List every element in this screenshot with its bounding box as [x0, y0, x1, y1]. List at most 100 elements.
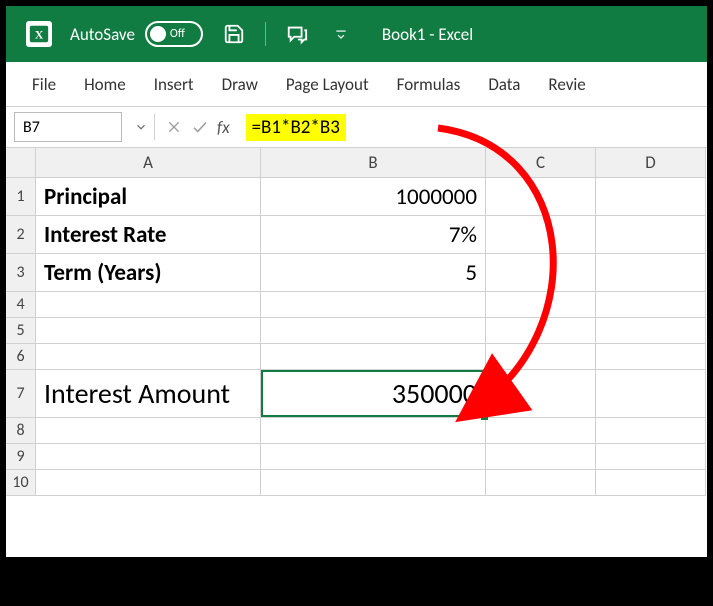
cell-A9[interactable] — [36, 444, 261, 470]
comments-icon[interactable] — [284, 21, 310, 47]
row-header[interactable]: 1 — [6, 178, 36, 216]
cell-C3[interactable] — [486, 254, 596, 292]
formula-bar[interactable]: =B1*B2*B3 — [238, 112, 707, 142]
cell-A8[interactable] — [36, 418, 261, 444]
cell-C4[interactable] — [486, 292, 596, 318]
formula-text: =B1*B2*B3 — [246, 114, 346, 141]
cell-C5[interactable] — [486, 318, 596, 344]
table-row: 6 — [6, 344, 707, 370]
select-all-corner[interactable] — [6, 148, 36, 178]
app-frame: X AutoSave Off Book1 - Excel File Home I… — [6, 6, 707, 557]
row-header[interactable]: 10 — [6, 470, 36, 496]
cell-A7[interactable]: Interest Amount — [36, 370, 261, 418]
cell-B3[interactable]: 5 — [261, 254, 486, 292]
tab-data[interactable]: Data — [488, 74, 520, 95]
table-row: 9 — [6, 444, 707, 470]
cell-D10[interactable] — [596, 470, 706, 496]
cell-D3[interactable] — [596, 254, 706, 292]
table-row: 3 Term (Years) 5 — [6, 254, 707, 292]
cell-A2[interactable]: Interest Rate — [36, 216, 261, 254]
document-title: Book1 - Excel — [382, 24, 473, 45]
cell-C7[interactable] — [486, 370, 596, 418]
svg-text:X: X — [35, 28, 44, 42]
fx-button[interactable]: fx — [217, 117, 230, 138]
cell-B7[interactable]: 350000 — [261, 370, 486, 418]
tab-draw[interactable]: Draw — [222, 74, 258, 95]
cell-value: 5 — [465, 259, 477, 287]
name-box[interactable]: B7 — [14, 112, 122, 142]
row-header[interactable]: 2 — [6, 216, 36, 254]
cell-C8[interactable] — [486, 418, 596, 444]
cell-D2[interactable] — [596, 216, 706, 254]
cell-C1[interactable] — [486, 178, 596, 216]
autosave-label: AutoSave — [70, 24, 135, 45]
row-header[interactable]: 7 — [6, 370, 36, 418]
cell-D1[interactable] — [596, 178, 706, 216]
cell-D4[interactable] — [596, 292, 706, 318]
cell-B5[interactable] — [261, 318, 486, 344]
cell-B1[interactable]: 1000000 — [261, 178, 486, 216]
cell-B6[interactable] — [261, 344, 486, 370]
cell-C9[interactable] — [486, 444, 596, 470]
toggle-state: Off — [170, 27, 185, 41]
titlebar: X AutoSave Off Book1 - Excel — [6, 6, 707, 62]
cell-A3[interactable]: Term (Years) — [36, 254, 261, 292]
cell-value: Principal — [44, 183, 127, 211]
cell-D6[interactable] — [596, 344, 706, 370]
tab-insert[interactable]: Insert — [154, 74, 194, 95]
cell-D9[interactable] — [596, 444, 706, 470]
cell-A10[interactable] — [36, 470, 261, 496]
cell-A1[interactable]: Principal — [36, 178, 261, 216]
table-row: 5 — [6, 318, 707, 344]
cell-D8[interactable] — [596, 418, 706, 444]
fill-handle[interactable] — [481, 413, 488, 420]
name-box-dropdown-icon[interactable] — [134, 120, 148, 134]
save-icon[interactable] — [221, 21, 247, 47]
cell-B2[interactable]: 7% — [261, 216, 486, 254]
toggle-switch[interactable]: Off — [145, 21, 203, 47]
spreadsheet-grid: A B C D 1 Principal 1000000 2 Interest Rate 7… — [6, 148, 707, 557]
table-row: 1 Principal 1000000 — [6, 178, 707, 216]
cell-D7[interactable] — [596, 370, 706, 418]
cell-value: 1000000 — [395, 183, 477, 211]
row-header[interactable]: 8 — [6, 418, 36, 444]
cell-value: 350000 — [392, 376, 477, 411]
cell-B9[interactable] — [261, 444, 486, 470]
name-box-value: B7 — [23, 118, 40, 137]
cell-A6[interactable] — [36, 344, 261, 370]
col-header-a[interactable]: A — [36, 148, 261, 178]
cell-C2[interactable] — [486, 216, 596, 254]
cancel-icon[interactable] — [161, 114, 187, 140]
customize-dropdown-icon[interactable] — [328, 21, 354, 47]
cell-B8[interactable] — [261, 418, 486, 444]
tab-review[interactable]: Revie — [548, 74, 585, 95]
row-header[interactable]: 5 — [6, 318, 36, 344]
column-headers: A B C D — [6, 148, 707, 178]
cell-C10[interactable] — [486, 470, 596, 496]
table-row: 8 — [6, 418, 707, 444]
tab-home[interactable]: Home — [84, 74, 126, 95]
row-header[interactable]: 6 — [6, 344, 36, 370]
separator — [265, 22, 266, 46]
col-header-d[interactable]: D — [596, 148, 706, 178]
row-header[interactable]: 3 — [6, 254, 36, 292]
cell-A5[interactable] — [36, 318, 261, 344]
cell-value: Term (Years) — [44, 259, 162, 287]
enter-icon[interactable] — [187, 114, 213, 140]
cell-A4[interactable] — [36, 292, 261, 318]
row-header[interactable]: 9 — [6, 444, 36, 470]
autosave-toggle[interactable]: AutoSave Off — [70, 21, 203, 47]
cell-B4[interactable] — [261, 292, 486, 318]
tab-page-layout[interactable]: Page Layout — [286, 74, 369, 95]
formula-bar-row: B7 fx =B1*B2*B3 — [6, 106, 707, 148]
col-header-c[interactable]: C — [486, 148, 596, 178]
cell-B10[interactable] — [261, 470, 486, 496]
row-header[interactable]: 4 — [6, 292, 36, 318]
cell-C6[interactable] — [486, 344, 596, 370]
cell-value: Interest Rate — [44, 221, 166, 249]
separator — [154, 114, 155, 140]
col-header-b[interactable]: B — [261, 148, 486, 178]
tab-file[interactable]: File — [32, 74, 56, 95]
cell-D5[interactable] — [596, 318, 706, 344]
tab-formulas[interactable]: Formulas — [397, 74, 461, 95]
